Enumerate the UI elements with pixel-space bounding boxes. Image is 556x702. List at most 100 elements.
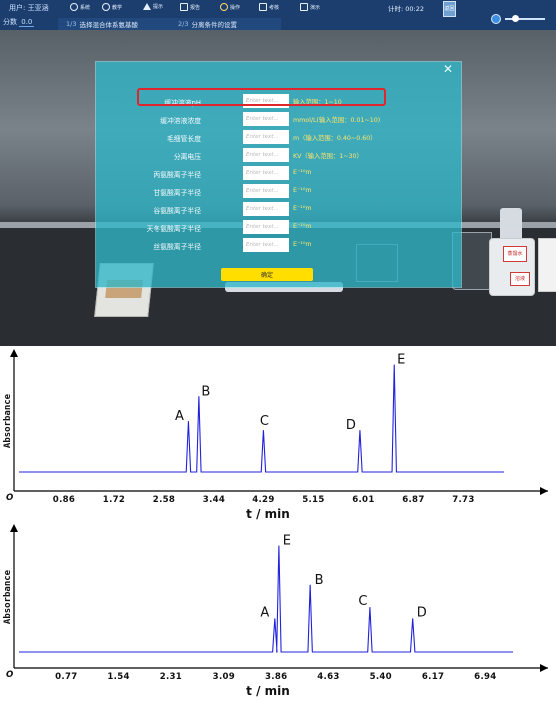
x-tick-label: 5.15 [302,495,324,505]
setting-input[interactable] [243,166,289,180]
step-number: 1/3 [66,20,77,28]
x-tick-label: 3.44 [203,495,225,505]
setting-row: 天冬氨酸离子半径 E⁻¹⁰m [96,220,461,235]
system-menu-button[interactable]: 系统 [70,3,90,11]
question-icon [220,3,228,11]
x-tick-label: 6.01 [352,495,374,505]
peak-label-c: C [260,414,269,429]
y-axis-arrow [10,524,18,532]
x-tick-label: 4.29 [252,495,274,505]
operation-menu-button[interactable]: 操作 [220,3,240,11]
report-menu-button[interactable]: 报告 [180,3,200,11]
peak-label-d: D [346,418,356,433]
peak-label-b: B [315,573,324,588]
electropherogram-1: O 0.86 1.72 2.58 3.44 4.29 5.15 6.01 6.87 7.73 t /… [3,349,548,521]
origin-label: O [6,493,14,503]
step-tab-2[interactable]: 2/3 分离条件的设置 [170,18,281,30]
x-axis-arrow [540,664,548,672]
setting-range-hint: mmol/L(输入范围：0.01~10) [293,117,381,124]
step-label: 分离条件的设置 [191,21,237,29]
x-tick-label: 1.54 [107,672,129,682]
peak-label-a: A [260,605,269,620]
setting-label: 缓冲溶液浓度 [160,117,201,125]
simulation-viewport: 蒸馏水 溶液 用户: 王亚涵 分数 0.0 系统 教学 提示 报告 操作 考核 … [0,0,556,346]
bottle-label-2: 溶液 [510,272,530,286]
x-tick-label: 0.77 [55,672,77,682]
volume-icon[interactable] [491,14,501,24]
setting-label: 分离电压 [173,153,201,161]
step-number: 2/3 [178,20,189,28]
x-tick-label: 6.94 [474,672,496,682]
exam-menu-button[interactable]: 考核 [259,3,279,11]
x-axis-arrow [540,487,548,495]
setting-input[interactable] [243,112,289,126]
setting-row: 毛细管长度 m（输入范围：0.40~0.60） [96,130,461,145]
setting-row: 丙氨酸离子半径 E⁻¹⁰m [96,166,461,181]
peak-label-b: B [201,384,210,399]
x-tick-label: 6.87 [402,495,424,505]
setting-label: 丝氨酸离子半径 [153,243,201,251]
globe-icon [70,3,78,11]
bottle-neck [500,208,522,240]
highlight-box [137,88,386,106]
x-tick-label: 7.73 [452,495,474,505]
peak-label-e: E [397,353,405,368]
close-icon[interactable]: ✕ [442,62,453,76]
setting-range-hint: E⁻¹⁰m [293,169,312,176]
setting-range-hint: E⁻¹⁰m [293,187,312,194]
x-tick-label: 3.86 [265,672,287,682]
setting-row: 谷氨酸离子半径 E⁻¹⁰m [96,202,461,217]
x-tick-label: 5.40 [370,672,392,682]
setting-input[interactable] [243,220,289,234]
setting-row: 甘氨酸离子半径 E⁻¹⁰m [96,184,461,199]
step-tab-1[interactable]: 1/3 选择混合体系氨基酸 [58,18,174,30]
setting-row: 缓冲溶液浓度 mmol/L(输入范围：0.01~10) [96,112,461,127]
setting-input[interactable] [243,130,289,144]
confirm-button[interactable]: 确定 [221,268,313,281]
y-axis-label: Absorbance [3,569,13,624]
x-tick-label: 1.72 [103,495,125,505]
setting-label: 天冬氨酸离子半径 [146,225,201,233]
x-tick-label: 0.86 [53,495,75,505]
book-icon [102,3,110,11]
setting-range-hint: E⁻¹⁰m [293,205,312,212]
y-axis-arrow [10,349,18,357]
step-label: 选择混合体系氨基酸 [79,21,138,29]
peak-label-c: C [358,594,367,609]
teaching-menu-button[interactable]: 教学 [102,3,122,11]
x-axis-label: t / min [246,684,290,698]
setting-input[interactable] [243,238,289,252]
peak-label-e: E [283,534,291,549]
setting-input[interactable] [243,184,289,198]
hint-menu-button[interactable]: 提示 [143,3,163,10]
peak-label-d: D [417,605,427,620]
setting-range-hint: E⁻¹⁰m [293,241,312,248]
setting-label: 丙氨酸离子半径 [153,171,201,179]
electropherogram-2: O 0.77 1.54 2.31 3.09 3.86 4.63 5.40 6.17 6.94 t /… [3,524,548,698]
volume-slider[interactable] [505,18,545,20]
distilled-water-bottle[interactable] [489,238,535,296]
reagent-box[interactable] [538,238,556,292]
x-axis-label: t / min [246,507,290,521]
signal-trace [19,545,513,653]
setting-label: 缓冲溶液pH [164,99,201,107]
x-tick-label: 2.58 [153,495,175,505]
setting-input[interactable] [243,202,289,216]
y-axis-label: Absorbance [3,393,13,448]
peak-label-a: A [175,409,184,424]
instrument-base [225,282,343,292]
setting-range-hint: KV（输入范围：1~30） [293,153,363,160]
setting-label: 甘氨酸离子半径 [153,189,201,197]
demo-menu-button[interactable]: 演示 [300,3,320,11]
setting-label: 毛细管长度 [167,135,201,143]
score-display: 分数 0.0 [3,17,35,27]
setting-row: 丝氨酸离子半径 E⁻¹⁰m [96,238,461,253]
clipboard-icon [259,3,267,11]
volume-slider-knob[interactable] [512,15,519,22]
setting-input[interactable] [243,148,289,162]
warning-icon [143,3,151,10]
x-tick-label: 2.31 [160,672,182,682]
user-name: 用户: 王亚涵 [9,4,49,12]
back-button[interactable]: 返回 [443,1,456,17]
report-icon [180,3,188,11]
